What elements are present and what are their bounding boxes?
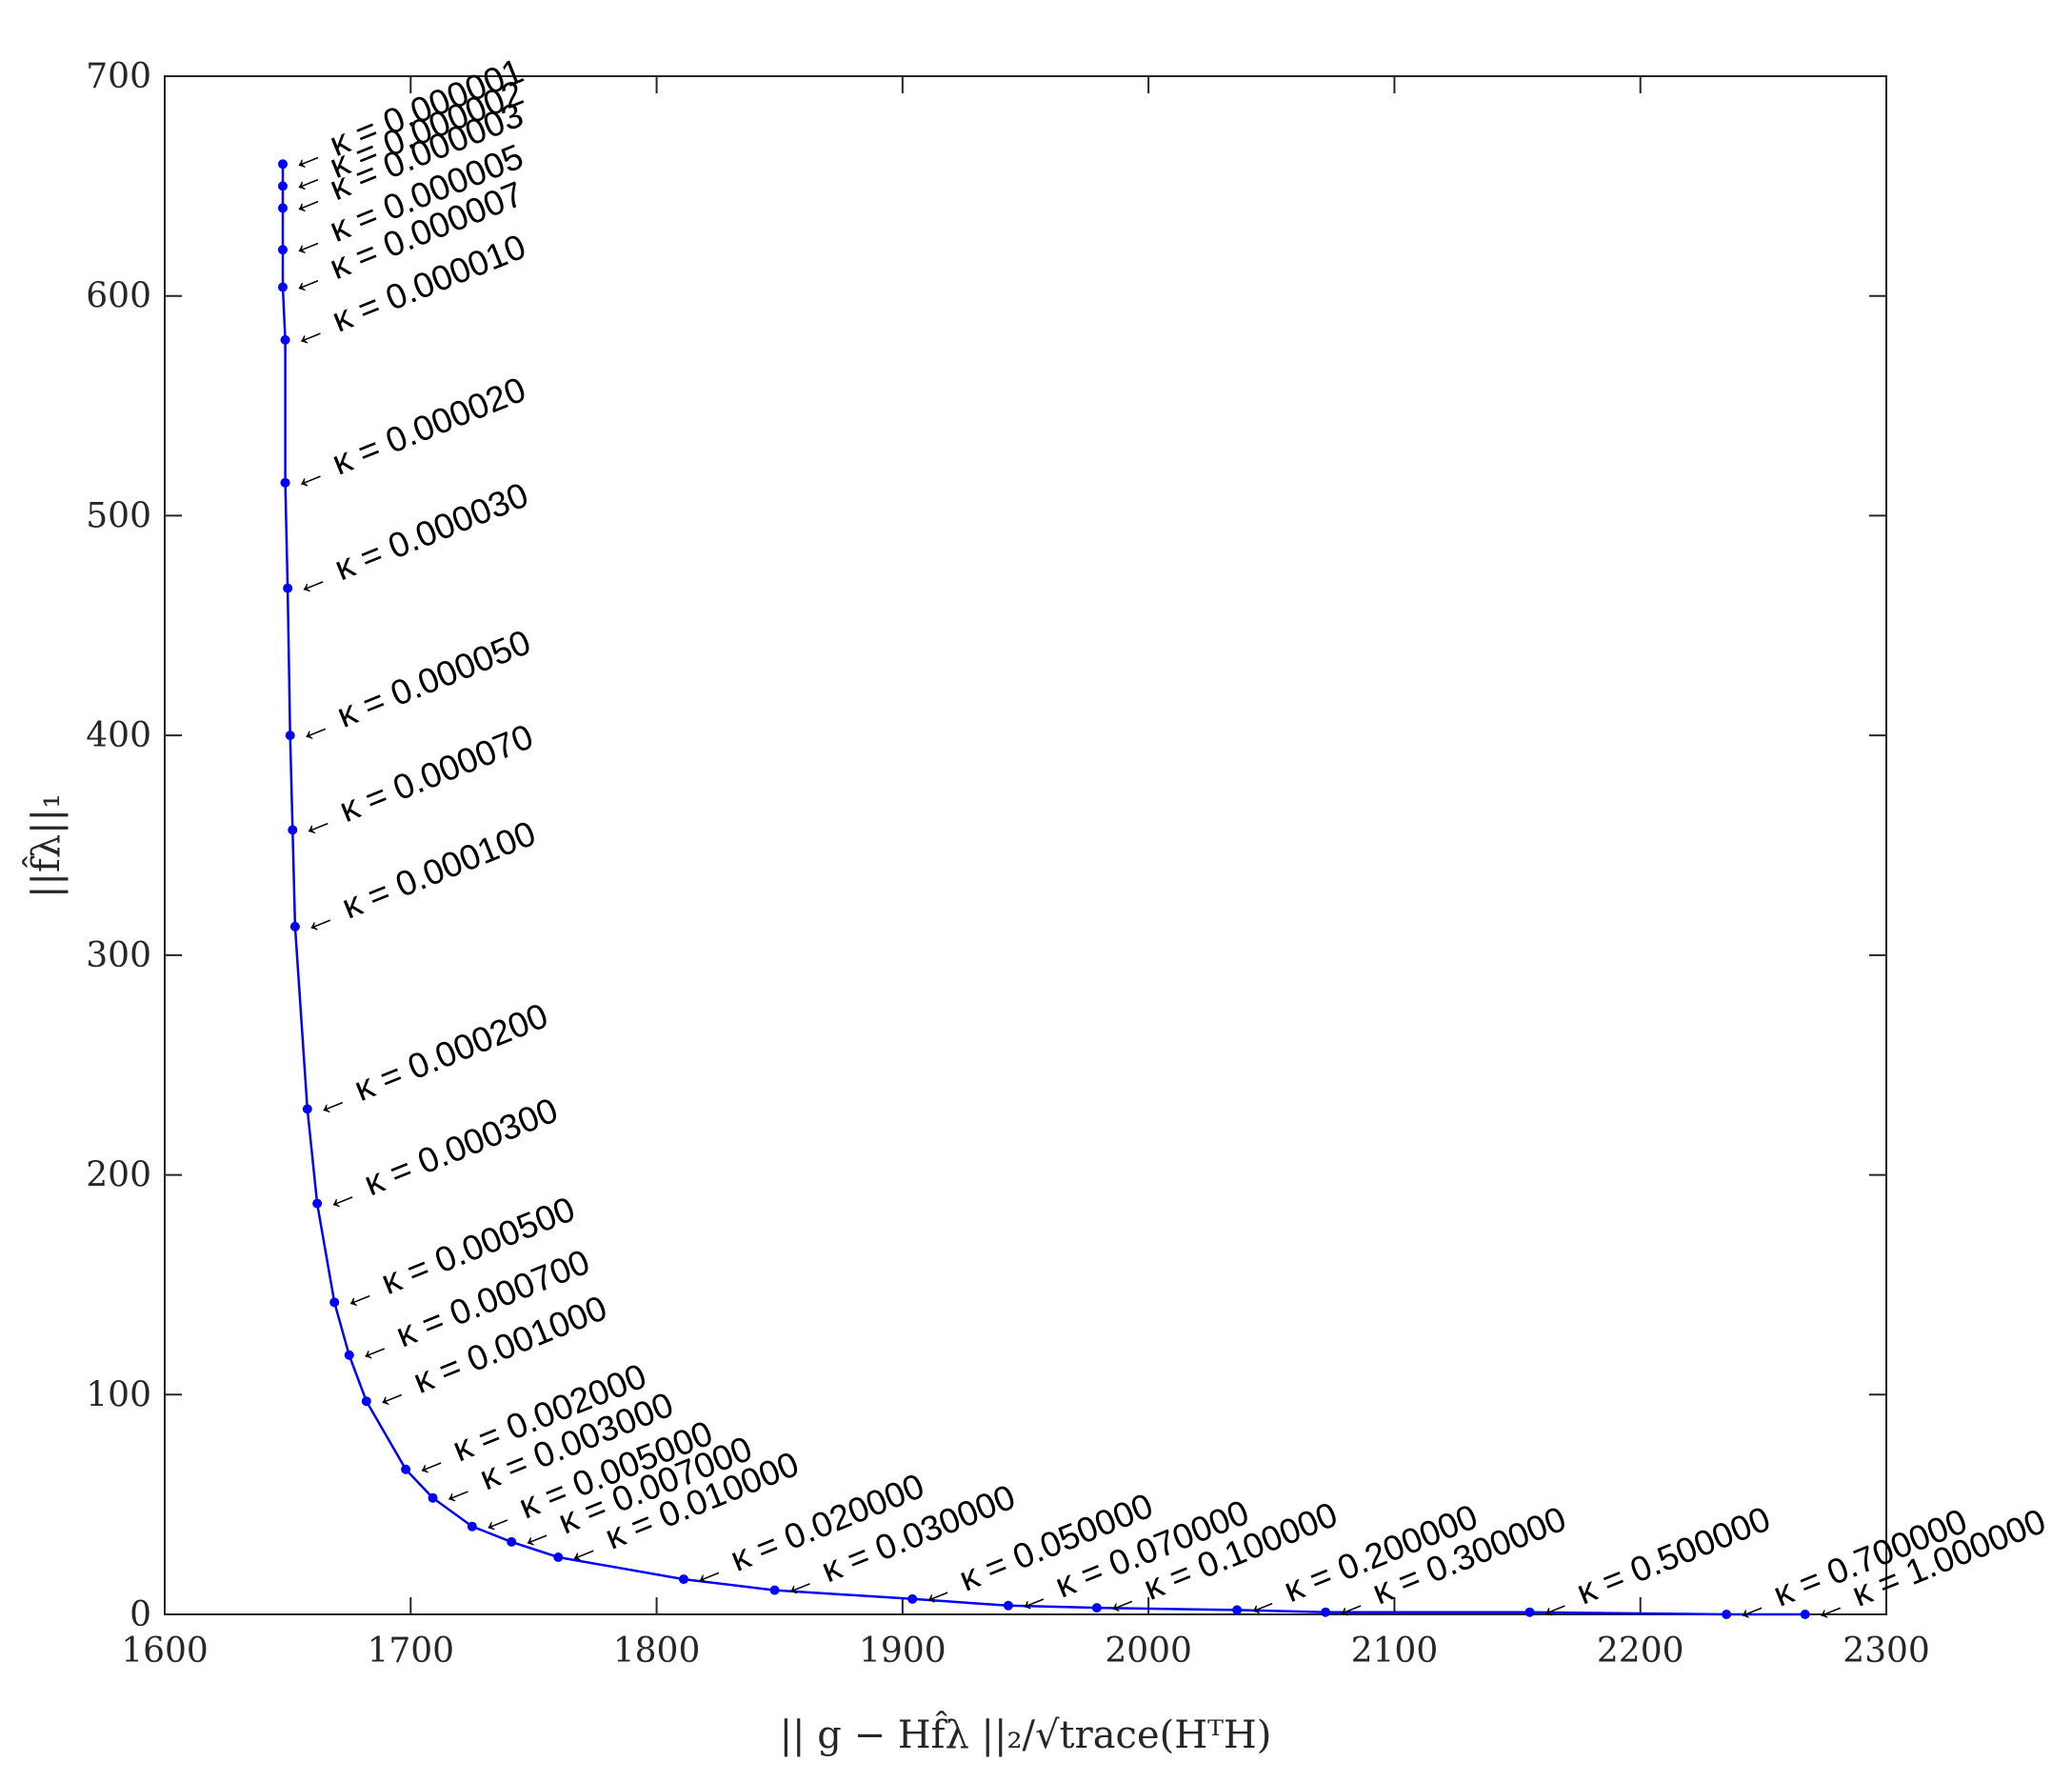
data-point [288, 825, 298, 835]
data-point [312, 1198, 323, 1209]
data-point [283, 583, 293, 593]
data-point [1232, 1605, 1243, 1615]
y-tick-label: 300 [86, 936, 151, 975]
data-point [329, 1297, 340, 1308]
y-tick-label: 400 [86, 716, 151, 755]
y-tick-label: 100 [86, 1375, 151, 1414]
data-point [1800, 1610, 1810, 1619]
x-tick-labels: 1600 1700 1800 1900 2000 2100 2200 2300 [121, 1632, 1930, 1671]
data-point [277, 282, 288, 292]
y-tick-label: 600 [86, 277, 151, 316]
data-point [428, 1492, 438, 1503]
data-point [769, 1585, 780, 1595]
data-point [344, 1350, 354, 1360]
data-point [277, 245, 288, 255]
data-point [401, 1464, 411, 1474]
axis-ticks [164, 75, 1887, 1615]
data-point [361, 1396, 371, 1407]
data-point [1524, 1607, 1535, 1617]
x-tick-label: 2100 [1351, 1632, 1439, 1671]
data-point [907, 1593, 918, 1604]
y-tick-label: 0 [130, 1595, 151, 1634]
data-point [277, 181, 288, 191]
x-tick-label: 1700 [367, 1632, 454, 1671]
data-point [1722, 1610, 1732, 1619]
plot-area [164, 75, 1887, 1615]
x-tick-label: 2300 [1843, 1632, 1930, 1671]
x-tick-label: 2000 [1105, 1632, 1192, 1671]
x-tick-label: 1800 [613, 1632, 701, 1671]
x-axis-label: || g − Hf̂λ ||₂/√trace(HᵀH) [780, 1712, 1272, 1757]
data-point [289, 921, 300, 931]
data-point [678, 1574, 688, 1585]
y-tick-label: 200 [86, 1156, 151, 1195]
data-point [507, 1536, 517, 1547]
data-point [280, 477, 290, 488]
y-tick-labels: 0 100 200 300 400 500 600 700 [86, 57, 151, 1634]
x-tick-label: 1900 [859, 1632, 946, 1671]
data-point [553, 1552, 564, 1563]
data-point [277, 203, 288, 213]
data-point [1003, 1600, 1013, 1611]
data-point [277, 159, 288, 170]
y-axis-label: ||f̂λ||₁ [23, 793, 69, 898]
y-tick-label: 700 [86, 57, 151, 96]
data-point [302, 1104, 312, 1114]
data-point [1091, 1603, 1102, 1613]
data-point [280, 334, 290, 345]
y-tick-label: 500 [86, 496, 151, 535]
data-point [467, 1521, 477, 1532]
data-point [285, 731, 295, 741]
data-point [1321, 1607, 1331, 1617]
x-tick-label: 2200 [1597, 1632, 1684, 1671]
data-markers [277, 159, 1810, 1619]
x-tick-label: 1600 [121, 1632, 209, 1671]
